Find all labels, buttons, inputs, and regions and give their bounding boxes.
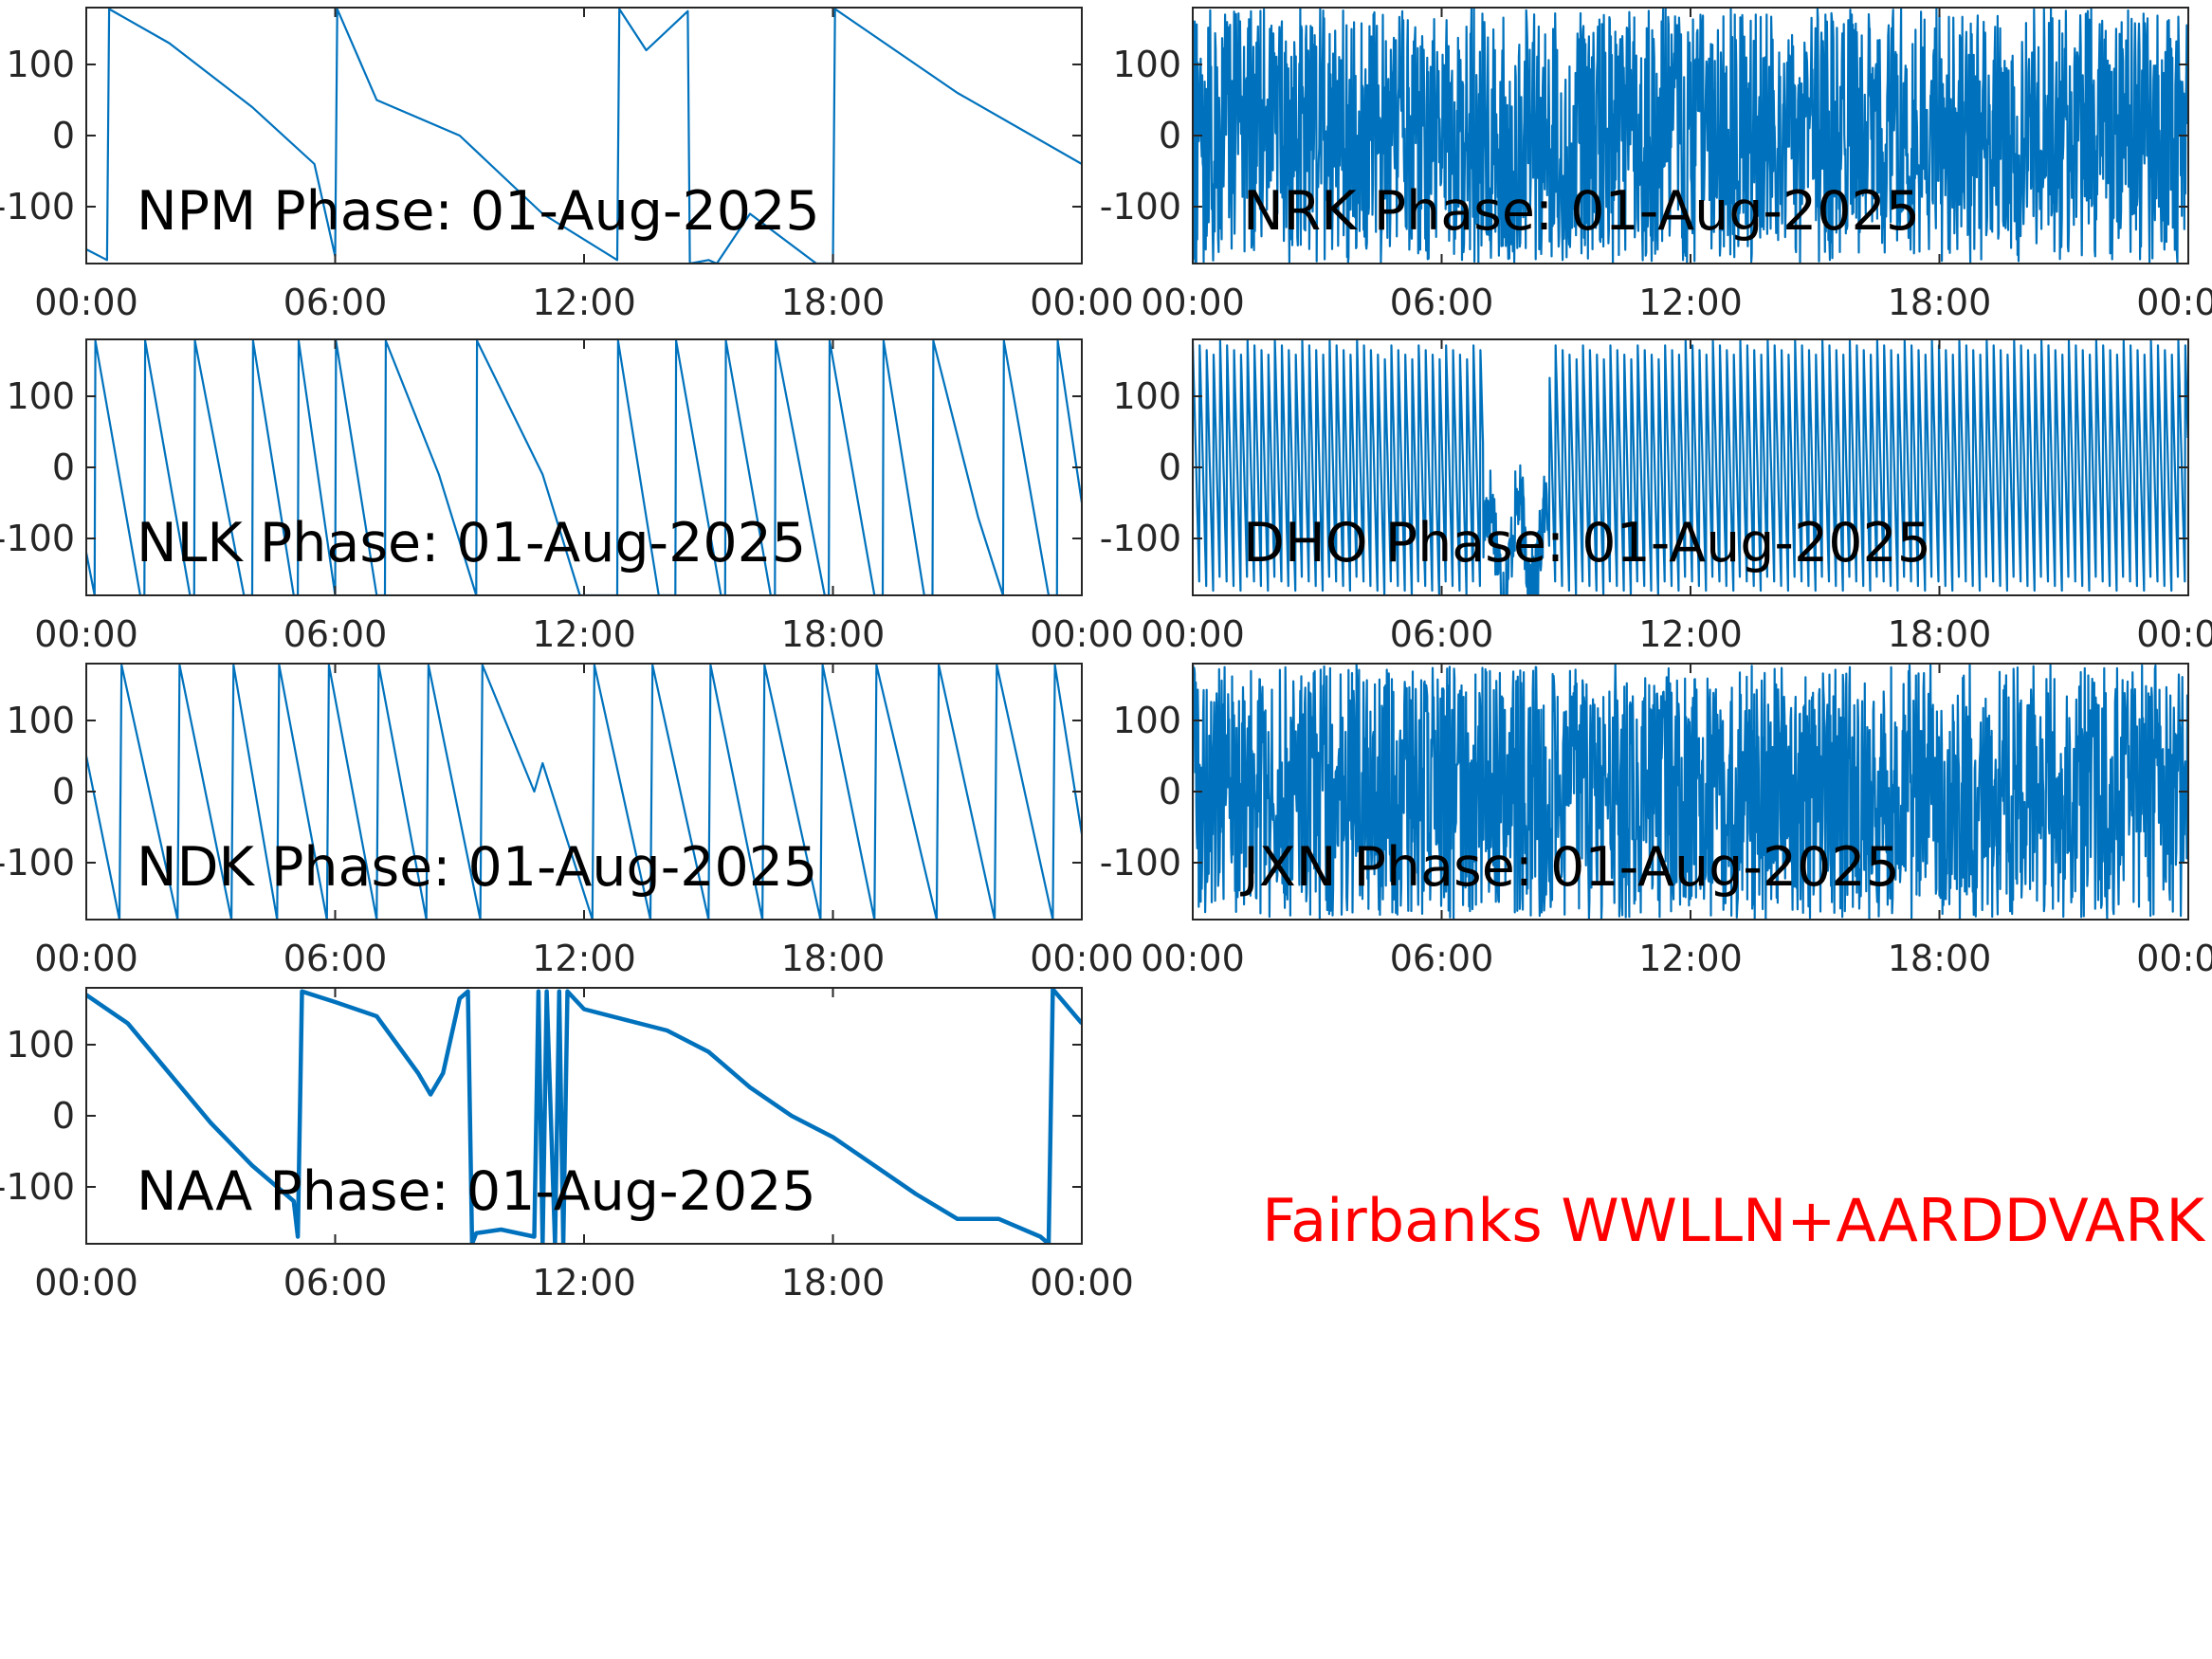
x-tick-label: 06:00 xyxy=(1390,282,1494,323)
x-tick-label: 12:00 xyxy=(532,1262,636,1304)
phase-panel-nrk: -100 0 100 00:00 06:00 12:00 18:00 00:00 NRK Pha… xyxy=(1100,7,2212,323)
x-tick-label: 06:00 xyxy=(283,938,388,979)
panel-title-nrk: NRK Phase: 01-Aug-2025 xyxy=(1243,180,1920,243)
phase-panel-naa: -100 0 100 00:00 06:00 12:00 18:00 00:00 NAA Pha… xyxy=(0,987,1134,1304)
phase-trace-nrk xyxy=(1193,8,2188,264)
y-tick-label: 100 xyxy=(6,375,75,417)
y-tick-label: 0 xyxy=(52,447,75,488)
y-tick-label: 0 xyxy=(52,115,75,156)
x-tick-label: 00:00 xyxy=(1141,938,1245,979)
y-tick-label: -100 xyxy=(1100,186,1181,228)
panel-title-jxn: JXN Phase: 01-Aug-2025 xyxy=(1240,836,1900,899)
y-tick-label: 0 xyxy=(1159,771,1181,812)
x-tick-label: 18:00 xyxy=(1888,613,1992,655)
x-tick-label: 12:00 xyxy=(1638,613,1743,655)
y-tick-label: 100 xyxy=(6,700,75,741)
phase-panel-dho: -100 0 100 00:00 06:00 12:00 18:00 00:00 DHO Pha… xyxy=(1100,338,2212,655)
x-tick-label: 18:00 xyxy=(781,938,886,979)
y-tick-label: 100 xyxy=(1112,700,1181,741)
phase-trace-ndk xyxy=(86,664,1082,920)
y-tick-label: 0 xyxy=(1159,447,1181,488)
station-footer-label: Fairbanks WWLLN+AARDDVARK xyxy=(1262,1186,2205,1255)
x-tick-label: 12:00 xyxy=(1638,938,1743,979)
phase-trace-dho xyxy=(1193,339,2188,595)
x-tick-label: 06:00 xyxy=(283,1262,388,1304)
phase-panel-nlk: -100 0 100 00:00 06:00 12:00 18:00 00:00 NLK Pha… xyxy=(0,338,1134,655)
phase-trace-npm xyxy=(86,8,1082,264)
x-tick-label: 00:00 xyxy=(1030,613,1134,655)
x-tick-label: 00:00 xyxy=(34,1262,138,1304)
y-tick-label: -100 xyxy=(0,518,75,559)
x-tick-label: 12:00 xyxy=(532,938,636,979)
y-tick-label: 100 xyxy=(1112,375,1181,417)
x-tick-label: 18:00 xyxy=(781,282,886,323)
y-tick-label: 100 xyxy=(6,1024,75,1066)
y-tick-label: -100 xyxy=(1100,518,1181,559)
y-tick-label: 100 xyxy=(1112,44,1181,85)
x-tick-label: 00:00 xyxy=(2136,613,2212,655)
y-tick-label: -100 xyxy=(0,186,75,228)
x-tick-label: 00:00 xyxy=(34,938,138,979)
panels-container: -100 0 100 00:00 06:00 12:00 18:00 00:00 NPM Pha… xyxy=(0,7,2212,1304)
x-tick-label: 00:00 xyxy=(1141,282,1245,323)
phase-trace-jxn xyxy=(1193,664,2188,920)
x-tick-label: 00:00 xyxy=(1141,613,1245,655)
panel-title-nlk: NLK Phase: 01-Aug-2025 xyxy=(137,512,806,574)
phase-trace-naa xyxy=(86,988,1082,1244)
y-tick-label: 0 xyxy=(52,771,75,812)
x-tick-label: 00:00 xyxy=(34,613,138,655)
x-tick-label: 12:00 xyxy=(532,282,636,323)
x-tick-label: 06:00 xyxy=(283,282,388,323)
panel-title-naa: NAA Phase: 01-Aug-2025 xyxy=(137,1160,816,1223)
phase-trace-nlk xyxy=(86,339,1082,595)
panel-title-dho: DHO Phase: 01-Aug-2025 xyxy=(1243,512,1931,574)
phase-panel-jxn: -100 0 100 00:00 06:00 12:00 18:00 00:00 JXN Pha… xyxy=(1100,663,2212,979)
phase-panel-ndk: -100 0 100 00:00 06:00 12:00 18:00 00:00 NDK Pha… xyxy=(0,663,1134,979)
x-tick-label: 18:00 xyxy=(781,613,886,655)
x-tick-label: 18:00 xyxy=(1888,938,1992,979)
x-tick-label: 06:00 xyxy=(1390,613,1494,655)
y-tick-label: -100 xyxy=(0,1166,75,1208)
x-tick-label: 18:00 xyxy=(781,1262,886,1304)
y-tick-label: -100 xyxy=(1100,842,1181,884)
x-tick-label: 12:00 xyxy=(1638,282,1743,323)
x-tick-label: 06:00 xyxy=(283,613,388,655)
panel-title-npm: NPM Phase: 01-Aug-2025 xyxy=(137,180,820,243)
y-tick-label: 0 xyxy=(52,1095,75,1137)
x-tick-label: 00:00 xyxy=(1030,938,1134,979)
x-tick-label: 00:00 xyxy=(1030,282,1134,323)
x-tick-label: 12:00 xyxy=(532,613,636,655)
x-tick-label: 00:00 xyxy=(2136,282,2212,323)
y-tick-label: -100 xyxy=(0,842,75,884)
y-tick-label: 100 xyxy=(6,44,75,85)
x-tick-label: 00:00 xyxy=(34,282,138,323)
x-tick-label: 00:00 xyxy=(1030,1262,1134,1304)
x-tick-label: 06:00 xyxy=(1390,938,1494,979)
phase-panel-npm: -100 0 100 00:00 06:00 12:00 18:00 00:00 NPM Pha… xyxy=(0,7,1134,323)
x-tick-label: 00:00 xyxy=(2136,938,2212,979)
x-tick-label: 18:00 xyxy=(1888,282,1992,323)
panel-title-ndk: NDK Phase: 01-Aug-2025 xyxy=(137,836,817,899)
y-tick-label: 0 xyxy=(1159,115,1181,156)
